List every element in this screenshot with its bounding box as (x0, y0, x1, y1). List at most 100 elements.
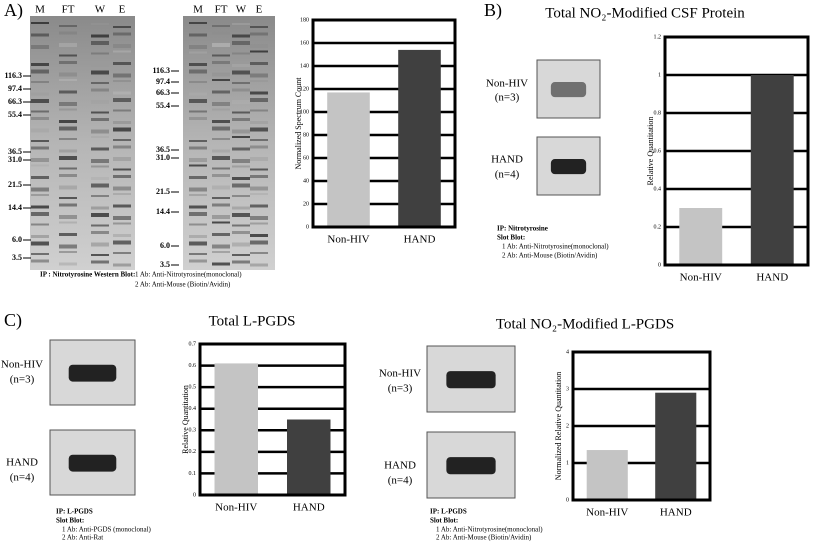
gel-band (250, 157, 268, 161)
gel-band (250, 91, 268, 95)
bar (214, 363, 258, 495)
y-tick-label: 40 (303, 178, 309, 184)
marker-label: 31.0 (156, 153, 170, 162)
marker-label: 3.5 (160, 260, 170, 269)
gel-band (250, 175, 268, 178)
y-tick-label: 2 (566, 423, 569, 429)
gel-band (212, 126, 230, 131)
gel-band (59, 90, 77, 94)
gel-band (232, 165, 250, 168)
note-line: 2 Ab: Anti-Mouse (Biotin/Avidin) (135, 281, 231, 289)
gel-band (91, 183, 109, 188)
gel-band (189, 128, 207, 133)
gel-band (31, 212, 49, 216)
y-axis-label: Relative Quantitation (646, 117, 655, 186)
x-tick-label: HAND (756, 272, 788, 284)
gel-band (59, 262, 77, 266)
gel-band (189, 92, 207, 96)
gel-band (232, 206, 250, 210)
y-tick-label: 0 (306, 224, 309, 230)
gel-band (31, 176, 49, 179)
gel-band (31, 140, 49, 142)
gel-band (113, 168, 131, 171)
marker-label: 3.5 (12, 253, 22, 262)
gel-band (232, 23, 250, 25)
gel-band (189, 63, 207, 66)
marker-label: 14.4 (8, 203, 22, 212)
blot-label: Non-HIV (1, 359, 43, 371)
gel-band (250, 127, 268, 132)
gel-band (212, 203, 230, 207)
gel-band (113, 44, 131, 48)
y-tick-label: 0.6 (189, 363, 197, 369)
gel-band (189, 205, 207, 209)
y-tick-label: 180 (300, 17, 309, 23)
y-tick-label: 100 (300, 109, 309, 115)
gel-band (232, 213, 250, 217)
bar (655, 392, 697, 500)
gel-band (189, 259, 207, 263)
gel-band (232, 231, 250, 234)
y-tick-label: 140 (300, 63, 309, 69)
gel-band (31, 22, 49, 24)
y-tick-label: 0.3 (189, 428, 197, 434)
gel-band (59, 197, 77, 199)
gel-band (212, 61, 230, 64)
y-tick-label: 4 (566, 349, 569, 355)
gel-band (59, 61, 77, 64)
y-tick-label: 120 (300, 86, 309, 92)
gel-band (232, 100, 250, 104)
gel-band (113, 26, 131, 28)
y-tick-label: 0.8 (654, 110, 662, 116)
blot-label: Non-HIV (379, 368, 421, 380)
note-line: IP: L-PGDS (56, 508, 93, 516)
gel-band (250, 109, 268, 112)
gel-band (232, 136, 250, 138)
note-line: 1 Ab: Anti-PGDS (monoclonal) (62, 526, 152, 534)
gel-band (232, 195, 250, 197)
gel-band (91, 52, 109, 55)
gel-band (189, 194, 207, 196)
gel-band (212, 221, 230, 224)
gel-band (212, 262, 230, 266)
gel-band (91, 136, 109, 138)
y-tick-label: 0.7 (189, 341, 197, 347)
marker-label: 14.4 (156, 207, 170, 216)
chart-title: Total NO₂-Modified L-PGDS (496, 316, 674, 332)
gel-band (212, 215, 230, 219)
gel-band (113, 139, 131, 141)
blot-label: (n=4) (10, 472, 35, 484)
y-tick-label: 0.2 (654, 224, 662, 230)
gel-band (59, 126, 77, 131)
gel-band (113, 127, 131, 132)
note-line: Slot Blot: (430, 517, 458, 525)
blot-band (68, 364, 117, 382)
gel-band (91, 129, 109, 134)
marker-label: 55.4 (8, 110, 22, 119)
y-axis-label: Normalized Relative Quantitation (554, 372, 563, 480)
gel-band (113, 240, 131, 245)
note-line: Slot Blot: (497, 234, 525, 242)
gel-band (113, 32, 131, 36)
marker-label: 36.5 (156, 145, 170, 154)
gel-band (212, 244, 230, 249)
gel-band (59, 108, 77, 111)
gel-band (189, 158, 207, 162)
gel-band (250, 32, 268, 36)
gel-image (183, 16, 275, 270)
gel-band (189, 253, 207, 255)
y-axis-label: Normalized Spectrum Count (294, 77, 303, 170)
gel-band (31, 187, 49, 192)
gel-band (31, 194, 49, 196)
blot-label: (n=4) (495, 169, 520, 181)
y-tick-label: 1 (658, 72, 661, 78)
gel-band (232, 52, 250, 55)
gel-band (189, 212, 207, 216)
gel-band (59, 120, 77, 123)
gel-band (212, 174, 230, 177)
gel-band (189, 223, 207, 226)
marker-label: 66.3 (156, 88, 170, 97)
blot-label: (n=3) (388, 383, 413, 395)
gel-band (31, 158, 49, 162)
blot-band (550, 82, 587, 98)
